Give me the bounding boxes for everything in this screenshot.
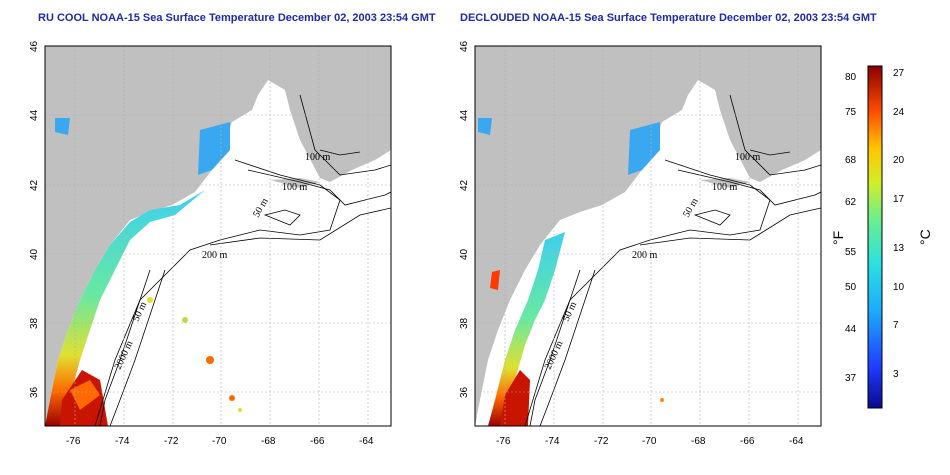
celsius-tick: 7 [893, 320, 899, 331]
lat-tick-label: 42 [459, 179, 470, 191]
lat-tick-label: 44 [29, 109, 40, 121]
lon-tick-label: -66 [310, 436, 325, 447]
lat-tick-label: 46 [29, 40, 40, 52]
contour-label-200m: 200 m [632, 250, 658, 261]
lon-tick-label: -64 [359, 436, 374, 447]
lat-tick-label: 38 [29, 317, 40, 329]
lon-tick-label: -74 [115, 436, 130, 447]
lon-tick-label: -64 [789, 436, 804, 447]
fahrenheit-tick: 37 [845, 373, 857, 384]
sst-coastal-band [45, 190, 205, 426]
contour-label-100m: 100 m [735, 152, 761, 163]
fahrenheit-tick: 50 [845, 282, 857, 293]
left-map-title: RU COOL NOAA-15 Sea Surface Temperature … [38, 12, 436, 24]
fahrenheit-tick: 68 [845, 155, 857, 166]
celsius-scale: 27 24 20 17 13 10 7 3 [893, 68, 905, 380]
lat-tick-label: 44 [459, 109, 470, 121]
bathymetry-contours [299, 94, 391, 176]
temperature-colorbar: 80 75 68 62 55 50 44 37 27 24 20 17 13 1… [830, 65, 933, 409]
lon-tick-label: -72 [594, 436, 609, 447]
fahrenheit-scale: 80 75 68 62 55 50 44 37 [845, 72, 857, 384]
lat-tick-label: 42 [29, 179, 40, 191]
right-lat-ticks: 46 44 42 40 38 36 [459, 40, 470, 398]
graticule [45, 46, 391, 426]
lat-tick-label: 40 [459, 248, 470, 260]
lat-tick-label: 46 [459, 40, 470, 52]
celsius-tick: 27 [893, 68, 905, 79]
fahrenheit-tick: 55 [845, 247, 857, 258]
lon-tick-label: -66 [740, 436, 755, 447]
lon-tick-label: -72 [164, 436, 179, 447]
fahrenheit-unit-label: °F [830, 231, 846, 245]
graticule [475, 46, 821, 426]
fahrenheit-tick: 75 [845, 107, 857, 118]
celsius-tick: 17 [893, 194, 905, 205]
celsius-tick: 24 [893, 107, 905, 118]
fahrenheit-tick: 44 [845, 324, 857, 335]
lat-tick-label: 38 [459, 317, 470, 329]
fahrenheit-tick: 80 [845, 72, 857, 83]
right-lon-ticks: -76 -74 -72 -70 -68 -66 -64 [496, 436, 804, 447]
lon-tick-label: -68 [691, 436, 706, 447]
colorbar-gradient [867, 65, 883, 409]
lon-tick-label: -74 [545, 436, 560, 447]
contour-label-100m: 100 m [712, 182, 738, 193]
contour-label-100m: 100 m [282, 182, 308, 193]
lon-tick-label: -70 [642, 436, 657, 447]
left-lat-ticks: 46 44 42 40 38 36 [29, 40, 40, 398]
land-mass [45, 46, 391, 426]
lon-tick-label: -76 [66, 436, 81, 447]
contour-label-100m: 100 m [305, 152, 331, 163]
left-map: 100 m 100 m 50 m 200 m 50 m 2000 m -76 -… [29, 40, 392, 447]
celsius-tick: 10 [893, 282, 905, 293]
lon-tick-label: -76 [496, 436, 511, 447]
lat-tick-label: 36 [29, 386, 40, 398]
celsius-tick: 20 [893, 155, 905, 166]
right-map-title: DECLOUDED NOAA-15 Sea Surface Temperatur… [460, 12, 877, 24]
right-map: 100 m 100 m 50 m 200 m 50 m 2000 m -76 -… [459, 40, 822, 447]
contour-label-200m: 200 m [202, 250, 228, 261]
left-lon-ticks: -76 -74 -72 -70 -68 -66 -64 [66, 436, 374, 447]
celsius-tick: 13 [893, 243, 905, 254]
lon-tick-label: -68 [261, 436, 276, 447]
lat-tick-label: 36 [459, 386, 470, 398]
sst-coastal-band [488, 232, 565, 426]
lat-tick-label: 40 [29, 248, 40, 260]
lon-tick-label: -70 [212, 436, 227, 447]
land-mass [475, 46, 821, 426]
celsius-tick: 3 [893, 369, 899, 380]
celsius-unit-label: °C [917, 229, 933, 245]
fahrenheit-tick: 62 [845, 197, 857, 208]
